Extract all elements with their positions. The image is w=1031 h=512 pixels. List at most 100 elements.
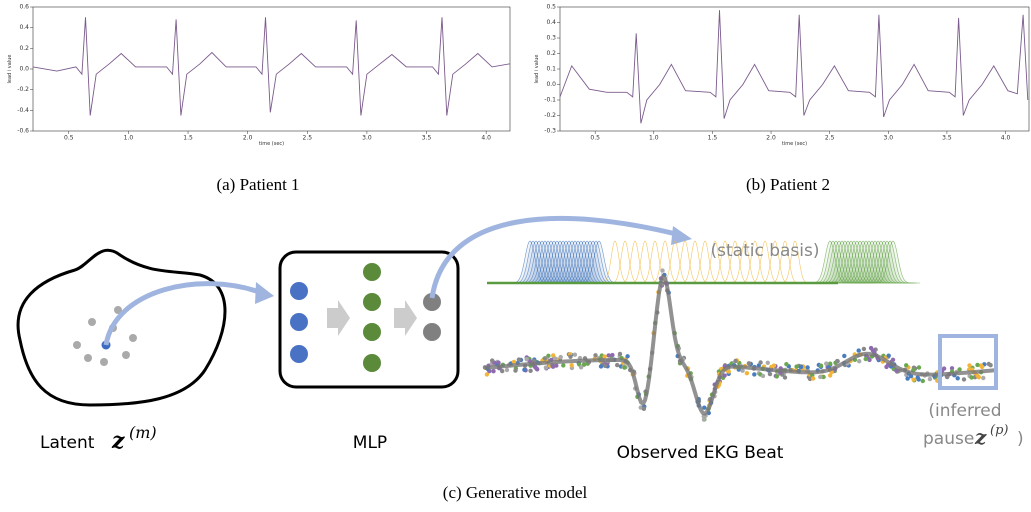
label: Observed EKG Beat — [617, 443, 784, 463]
beat-dot — [818, 363, 824, 368]
beat-dot — [535, 367, 540, 372]
arrow — [103, 281, 263, 346]
beat-dot — [554, 363, 559, 368]
beat-dot — [920, 378, 925, 384]
observed-beat — [482, 268, 996, 422]
beat-dot — [805, 365, 810, 370]
beat-dot — [916, 377, 921, 382]
charts: -0.6 -0.4 -0.2 0.0 0.2 0.4 0.6 0.5 1.0 1.5 2.0 2.5 3… — [7, 4, 1030, 147]
x-tick-label: 3.5 — [422, 135, 432, 142]
beat-dot — [504, 367, 510, 373]
y-tick-label: 0.5 — [546, 4, 556, 11]
beat-dot — [794, 364, 799, 369]
beat-dot — [484, 372, 490, 377]
beat-dot — [496, 360, 501, 365]
chart: -0.6 -0.4 -0.2 0.0 0.2 0.4 0.6 0.5 1.0 1.5 2.0 2.5 3… — [7, 4, 511, 147]
beat-dot — [861, 346, 867, 352]
beat-dot — [615, 362, 620, 368]
y-axis-label: lead i value — [7, 55, 13, 84]
beat-dot — [765, 360, 770, 365]
beat-dot — [702, 405, 707, 410]
beat-dot — [552, 356, 558, 361]
beat-dot — [771, 363, 777, 368]
beat-dot — [969, 375, 974, 380]
y-tick-label: -0.6 — [17, 128, 29, 135]
beat-dot — [558, 354, 563, 360]
beat-dot — [857, 359, 862, 364]
beat-dot — [807, 376, 813, 382]
beat-dot — [916, 365, 922, 370]
beat-dot — [746, 361, 752, 366]
beat-dot — [957, 367, 962, 372]
beat-dot — [598, 364, 604, 369]
beat-dot — [606, 353, 611, 358]
beat-dot — [827, 361, 833, 366]
label: ) — [1017, 429, 1024, 449]
beat-dot — [722, 373, 727, 378]
beat-dot — [516, 357, 522, 362]
beat-dot — [701, 417, 707, 422]
trace — [32, 17, 511, 116]
beat-dot — [733, 358, 738, 364]
beat-dot — [784, 362, 789, 367]
plot-frame — [559, 6, 1030, 132]
latent-points — [73, 306, 137, 366]
x-tick-label: 2.5 — [825, 135, 835, 142]
beat-dot — [863, 356, 868, 362]
x-axis-label: time (sec) — [259, 141, 284, 147]
beat-dot — [961, 377, 967, 382]
x-tick-label: 3.0 — [884, 135, 894, 142]
y-tick-label: 0.2 — [546, 50, 556, 57]
beat-dot — [856, 348, 861, 353]
beat-dot — [842, 353, 847, 359]
x-tick-label: 1.5 — [183, 135, 193, 142]
beat-dot — [798, 365, 804, 370]
x-tick-label: 3.0 — [362, 135, 372, 142]
beat-dot — [568, 354, 573, 359]
beat-dot — [602, 354, 607, 359]
beat-dot — [760, 373, 766, 379]
x-tick-label: 3.5 — [942, 135, 952, 142]
beat-dot — [528, 368, 533, 373]
caption: (b) Patient 2 — [746, 175, 830, 194]
beat-dot — [767, 371, 773, 377]
beat-dot — [660, 268, 665, 273]
x-axis-label: time (sec) — [782, 141, 807, 147]
label: Latent — [40, 433, 95, 453]
math: (p) — [990, 423, 1008, 438]
x-tick-label: 1.5 — [708, 135, 718, 142]
plot-frame — [32, 6, 511, 132]
y-tick-label: 0.4 — [546, 19, 556, 26]
y-axis-label: lead i value — [534, 55, 540, 84]
beat-dot — [581, 362, 587, 367]
x-tick-label: 4.0 — [1001, 135, 1011, 142]
x-tick-label: 0.5 — [590, 135, 600, 142]
beat-dot — [511, 359, 517, 365]
beat-dot — [641, 406, 647, 411]
beat-dot — [561, 363, 566, 368]
beat-dot — [578, 365, 584, 370]
latent-space — [16, 248, 227, 407]
y-tick-label: -0.4 — [17, 107, 29, 114]
y-tick-label: 0.1 — [546, 66, 556, 73]
y-tick-label: -0.2 — [544, 112, 556, 119]
beat-dot — [551, 353, 556, 358]
label: (inferred — [928, 401, 1001, 421]
caption: (c) Generative model — [443, 483, 588, 502]
beat-dot — [975, 362, 980, 368]
caption: (a) Patient 1 — [216, 175, 299, 194]
beat-dot — [500, 368, 505, 374]
x-tick-label: 2.0 — [243, 135, 253, 142]
beat-dot — [602, 363, 608, 368]
beat-dot — [979, 364, 985, 370]
y-tick-label: -0.1 — [544, 97, 556, 104]
beat-dot — [572, 352, 578, 357]
beat-dot — [490, 358, 495, 363]
x-tick-label: 1.0 — [124, 135, 134, 142]
beat-dot — [774, 374, 779, 379]
x-tick-label: 2.0 — [766, 135, 776, 142]
basis-curve — [866, 240, 920, 284]
y-tick-label: -0.3 — [544, 128, 556, 135]
beat-dot — [740, 368, 745, 373]
